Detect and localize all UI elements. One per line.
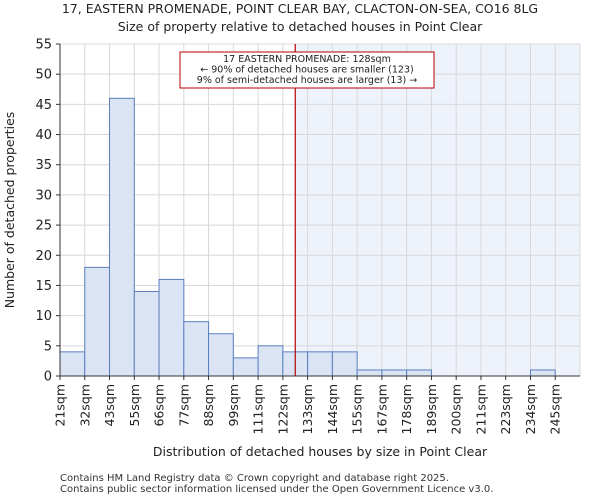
x-tick-label: 189sqm (424, 384, 439, 434)
x-tick-label: 21sqm (53, 384, 68, 427)
x-tick-label: 43sqm (102, 384, 117, 427)
annotation-line: 9% of semi-detached houses are larger (1… (197, 75, 417, 86)
y-axis-title: Number of detached properties (2, 112, 17, 309)
x-tick-label: 111sqm (251, 384, 266, 434)
y-tick-label: 55 (35, 38, 52, 53)
histogram-bar (183, 321, 210, 377)
x-tick-label: 178sqm (399, 384, 414, 434)
x-tick-label: 211sqm (473, 384, 488, 434)
chart-subtitle: Size of property relative to detached ho… (117, 19, 483, 34)
x-tick-label: 77sqm (176, 384, 191, 427)
y-tick-label: 40 (35, 128, 52, 143)
histogram-bar (381, 369, 408, 377)
y-tick-label: 35 (35, 158, 52, 173)
x-tick-label: 99sqm (226, 384, 241, 427)
histogram-bar (133, 290, 160, 377)
x-tick-label: 55sqm (127, 384, 142, 427)
x-tick-label: 32sqm (77, 384, 92, 427)
y-tick-label: 25 (35, 219, 52, 234)
x-tick-label: 234sqm (523, 384, 538, 434)
histogram-bar (307, 351, 333, 377)
histogram-bar (406, 369, 432, 377)
x-tick-label: 167sqm (374, 384, 389, 434)
x-tick-label: 122sqm (275, 384, 290, 434)
histogram-bar (59, 351, 86, 377)
y-tick-label: 20 (35, 249, 52, 264)
y-tick-label: 50 (35, 68, 52, 83)
x-tick-label: 200sqm (449, 384, 464, 434)
histogram-bar (356, 369, 383, 377)
histogram-bar (158, 278, 185, 377)
histogram-bar (257, 345, 284, 377)
annotation-line: ← 90% of detached houses are smaller (12… (200, 65, 413, 76)
x-tick-label: 66sqm (152, 384, 167, 427)
x-axis-title: Distribution of detached houses by size … (152, 444, 488, 459)
histogram-bar (232, 357, 259, 377)
chart-title: 17, EASTERN PROMENADE, POINT CLEAR BAY, … (61, 1, 539, 16)
x-tick-label: 88sqm (201, 384, 216, 427)
histogram-bar (331, 351, 358, 377)
annotation-line: 17 EASTERN PROMENADE: 128sqm (223, 54, 391, 65)
y-tick-label: 15 (35, 279, 52, 294)
y-tick-label: 30 (35, 188, 52, 203)
y-tick-label: 5 (44, 339, 52, 354)
footer-copyright: Contains HM Land Registry data © Crown c… (60, 473, 449, 484)
y-tick-label: 10 (35, 309, 52, 324)
histogram-bar (529, 369, 556, 377)
x-tick-label: 223sqm (498, 384, 513, 434)
histogram-bar (208, 333, 234, 377)
larger-region-shade (295, 44, 580, 376)
y-tick-label: 45 (35, 98, 52, 113)
x-tick-label: 133sqm (300, 384, 315, 434)
histogram-bar (109, 97, 135, 377)
x-tick-label: 144sqm (325, 384, 340, 434)
annotation-box (179, 51, 435, 89)
y-tick-label: 0 (44, 370, 52, 385)
histogram-bar (84, 266, 111, 377)
x-tick-label: 155sqm (350, 384, 365, 434)
x-tick-label: 245sqm (548, 384, 563, 434)
footer-licence: Contains public sector information licen… (60, 484, 494, 495)
